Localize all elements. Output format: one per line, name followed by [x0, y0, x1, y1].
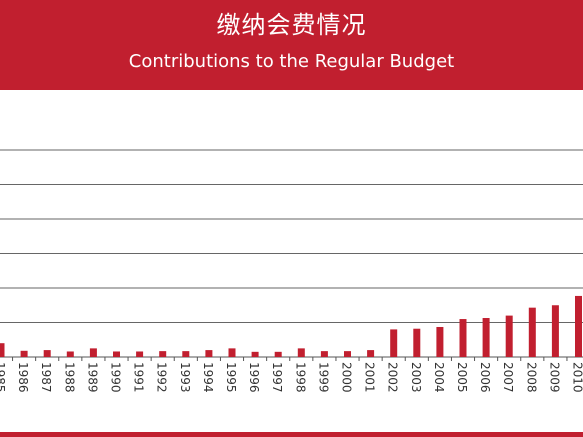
bar-1992 — [159, 351, 167, 357]
bar-2004 — [436, 326, 444, 357]
x-tick-label-1990: 1990 — [109, 362, 123, 393]
chart-title: 缴纳会费情况 — [216, 11, 367, 39]
x-tick-label-1999: 1999 — [316, 362, 330, 393]
bar-1985 — [0, 343, 5, 357]
x-tick-label-2010: 2010 — [571, 362, 583, 393]
x-tick-label-2001: 2001 — [363, 362, 377, 393]
x-tick-label-1998: 1998 — [293, 362, 307, 393]
bar-2002 — [390, 329, 398, 357]
bar-1993 — [182, 351, 190, 357]
bar-1988 — [66, 351, 74, 357]
bar-2005 — [459, 319, 467, 357]
x-tick-label-1985: 1985 — [0, 362, 7, 393]
bar-chart: 1985 1986 1987 1988 1989 1990 1991 1992 1993 1994… — [0, 149, 583, 393]
bar-2001 — [367, 350, 375, 357]
bar-2009 — [551, 305, 559, 357]
x-tick-label-1996: 1996 — [247, 362, 261, 393]
x-tick-label-1991: 1991 — [132, 362, 146, 393]
x-tick-label-1993: 1993 — [178, 362, 192, 393]
bar-2000 — [344, 351, 351, 357]
x-tick-label-2004: 2004 — [432, 362, 446, 393]
x-tick-label-1992: 1992 — [155, 362, 169, 393]
x-tick-label-1988: 1988 — [62, 362, 76, 393]
bar-1986 — [20, 350, 28, 357]
bar-1987 — [43, 350, 51, 357]
bar-1996 — [251, 351, 259, 357]
bar-1990 — [113, 351, 120, 357]
x-tick-label-2003: 2003 — [409, 362, 423, 393]
x-tick-label-2006: 2006 — [478, 362, 492, 393]
bar-2010 — [575, 295, 582, 357]
chart-header: 缴纳会费情况 Contributions to the Regular Budg… — [0, 0, 583, 90]
bar-1998 — [297, 348, 305, 357]
bar-2008 — [528, 307, 536, 357]
x-tick-label-2009: 2009 — [547, 362, 561, 393]
bar-2006 — [482, 318, 490, 357]
x-tick-label-1989: 1989 — [85, 362, 99, 393]
x-tick-label-2007: 2007 — [501, 362, 515, 393]
bottom-rule — [0, 432, 583, 437]
bar-1989 — [89, 348, 97, 357]
x-tick-label-1997: 1997 — [270, 362, 284, 393]
bar-1999 — [320, 351, 328, 357]
bar-1991 — [136, 351, 144, 357]
x-tick-label-1995: 1995 — [224, 362, 238, 393]
x-tick-label-1994: 1994 — [201, 362, 215, 393]
bar-1994 — [205, 350, 213, 357]
x-tick-label-2002: 2002 — [386, 362, 400, 393]
x-tick-label-1986: 1986 — [16, 362, 30, 393]
x-tick-label-1987: 1987 — [39, 362, 53, 393]
x-tick-label-2005: 2005 — [455, 362, 469, 393]
bar-2003 — [413, 328, 421, 357]
chart-subtitle: Contributions to the Regular Budget — [128, 51, 455, 72]
bar-1997 — [274, 351, 282, 357]
x-tick-label-2008: 2008 — [524, 362, 538, 393]
x-tick-label-2000: 2000 — [340, 362, 354, 393]
bar-2007 — [505, 315, 513, 357]
bar-1995 — [228, 348, 236, 357]
